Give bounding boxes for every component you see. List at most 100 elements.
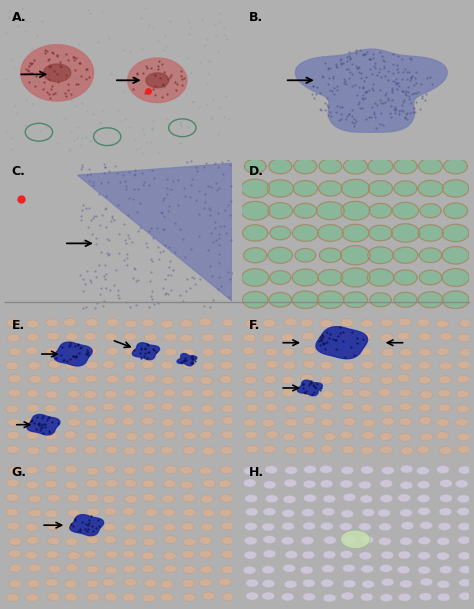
Circle shape [303, 481, 316, 488]
Circle shape [397, 332, 410, 340]
Circle shape [438, 404, 451, 412]
Circle shape [361, 466, 374, 474]
Circle shape [380, 319, 393, 327]
Circle shape [304, 494, 317, 502]
Circle shape [340, 348, 353, 356]
Circle shape [67, 523, 80, 530]
Circle shape [283, 361, 295, 369]
Circle shape [458, 466, 471, 474]
Circle shape [86, 480, 99, 488]
Circle shape [84, 446, 97, 454]
Circle shape [7, 445, 19, 453]
Circle shape [358, 481, 371, 489]
Circle shape [400, 348, 412, 356]
Circle shape [341, 376, 354, 384]
Circle shape [418, 566, 430, 574]
Circle shape [162, 418, 174, 426]
Circle shape [201, 334, 214, 342]
Circle shape [222, 593, 235, 601]
Circle shape [26, 390, 39, 398]
Circle shape [161, 361, 173, 369]
Circle shape [104, 593, 117, 600]
Circle shape [7, 479, 19, 487]
Circle shape [182, 551, 194, 558]
Circle shape [382, 466, 394, 474]
Circle shape [359, 348, 372, 356]
Circle shape [64, 319, 76, 326]
Circle shape [161, 403, 173, 410]
Circle shape [163, 523, 176, 531]
Circle shape [302, 579, 315, 587]
Circle shape [301, 375, 314, 382]
Circle shape [182, 579, 195, 587]
Circle shape [46, 551, 59, 558]
Polygon shape [418, 180, 443, 197]
Circle shape [202, 509, 215, 517]
Circle shape [183, 446, 196, 454]
Polygon shape [442, 269, 469, 286]
Text: G.: G. [11, 466, 27, 479]
Circle shape [221, 537, 234, 544]
Circle shape [85, 319, 98, 326]
Circle shape [400, 481, 413, 489]
Circle shape [47, 593, 60, 600]
Circle shape [84, 375, 97, 383]
Circle shape [341, 510, 354, 518]
Circle shape [7, 431, 19, 439]
Polygon shape [244, 248, 267, 263]
Circle shape [262, 523, 274, 531]
Circle shape [361, 536, 374, 544]
Circle shape [103, 495, 116, 503]
Circle shape [418, 552, 430, 560]
Circle shape [201, 495, 213, 503]
Circle shape [320, 418, 333, 426]
Circle shape [263, 535, 276, 543]
Circle shape [381, 404, 393, 412]
Circle shape [380, 446, 392, 454]
Polygon shape [27, 415, 60, 435]
Circle shape [244, 376, 256, 384]
Text: D.: D. [248, 164, 264, 178]
Circle shape [162, 495, 174, 503]
Polygon shape [241, 179, 270, 198]
Circle shape [67, 418, 80, 426]
Circle shape [6, 405, 18, 413]
Circle shape [180, 320, 193, 328]
Circle shape [9, 538, 22, 546]
Circle shape [28, 564, 41, 572]
Circle shape [457, 433, 470, 441]
Circle shape [222, 417, 235, 424]
Circle shape [263, 319, 275, 327]
Circle shape [143, 494, 155, 501]
Circle shape [262, 592, 274, 600]
Polygon shape [317, 291, 344, 309]
Circle shape [48, 375, 61, 383]
Circle shape [320, 523, 333, 530]
Circle shape [265, 431, 278, 438]
Circle shape [323, 551, 336, 558]
Circle shape [457, 361, 470, 368]
Polygon shape [319, 181, 342, 196]
Polygon shape [242, 269, 269, 286]
Polygon shape [268, 203, 292, 219]
Circle shape [181, 481, 193, 489]
Circle shape [9, 565, 22, 572]
Circle shape [164, 466, 177, 474]
Polygon shape [295, 49, 447, 132]
Circle shape [399, 418, 411, 426]
Circle shape [283, 495, 296, 503]
Circle shape [265, 361, 278, 368]
Circle shape [45, 510, 57, 518]
Circle shape [362, 580, 374, 588]
Circle shape [86, 536, 99, 544]
Polygon shape [442, 247, 469, 264]
Circle shape [319, 333, 332, 341]
Circle shape [284, 318, 297, 326]
Circle shape [362, 361, 374, 369]
Text: C.: C. [11, 164, 26, 178]
Polygon shape [442, 224, 469, 242]
Circle shape [361, 446, 374, 454]
Circle shape [320, 480, 333, 488]
Circle shape [28, 509, 41, 517]
Circle shape [200, 431, 212, 439]
